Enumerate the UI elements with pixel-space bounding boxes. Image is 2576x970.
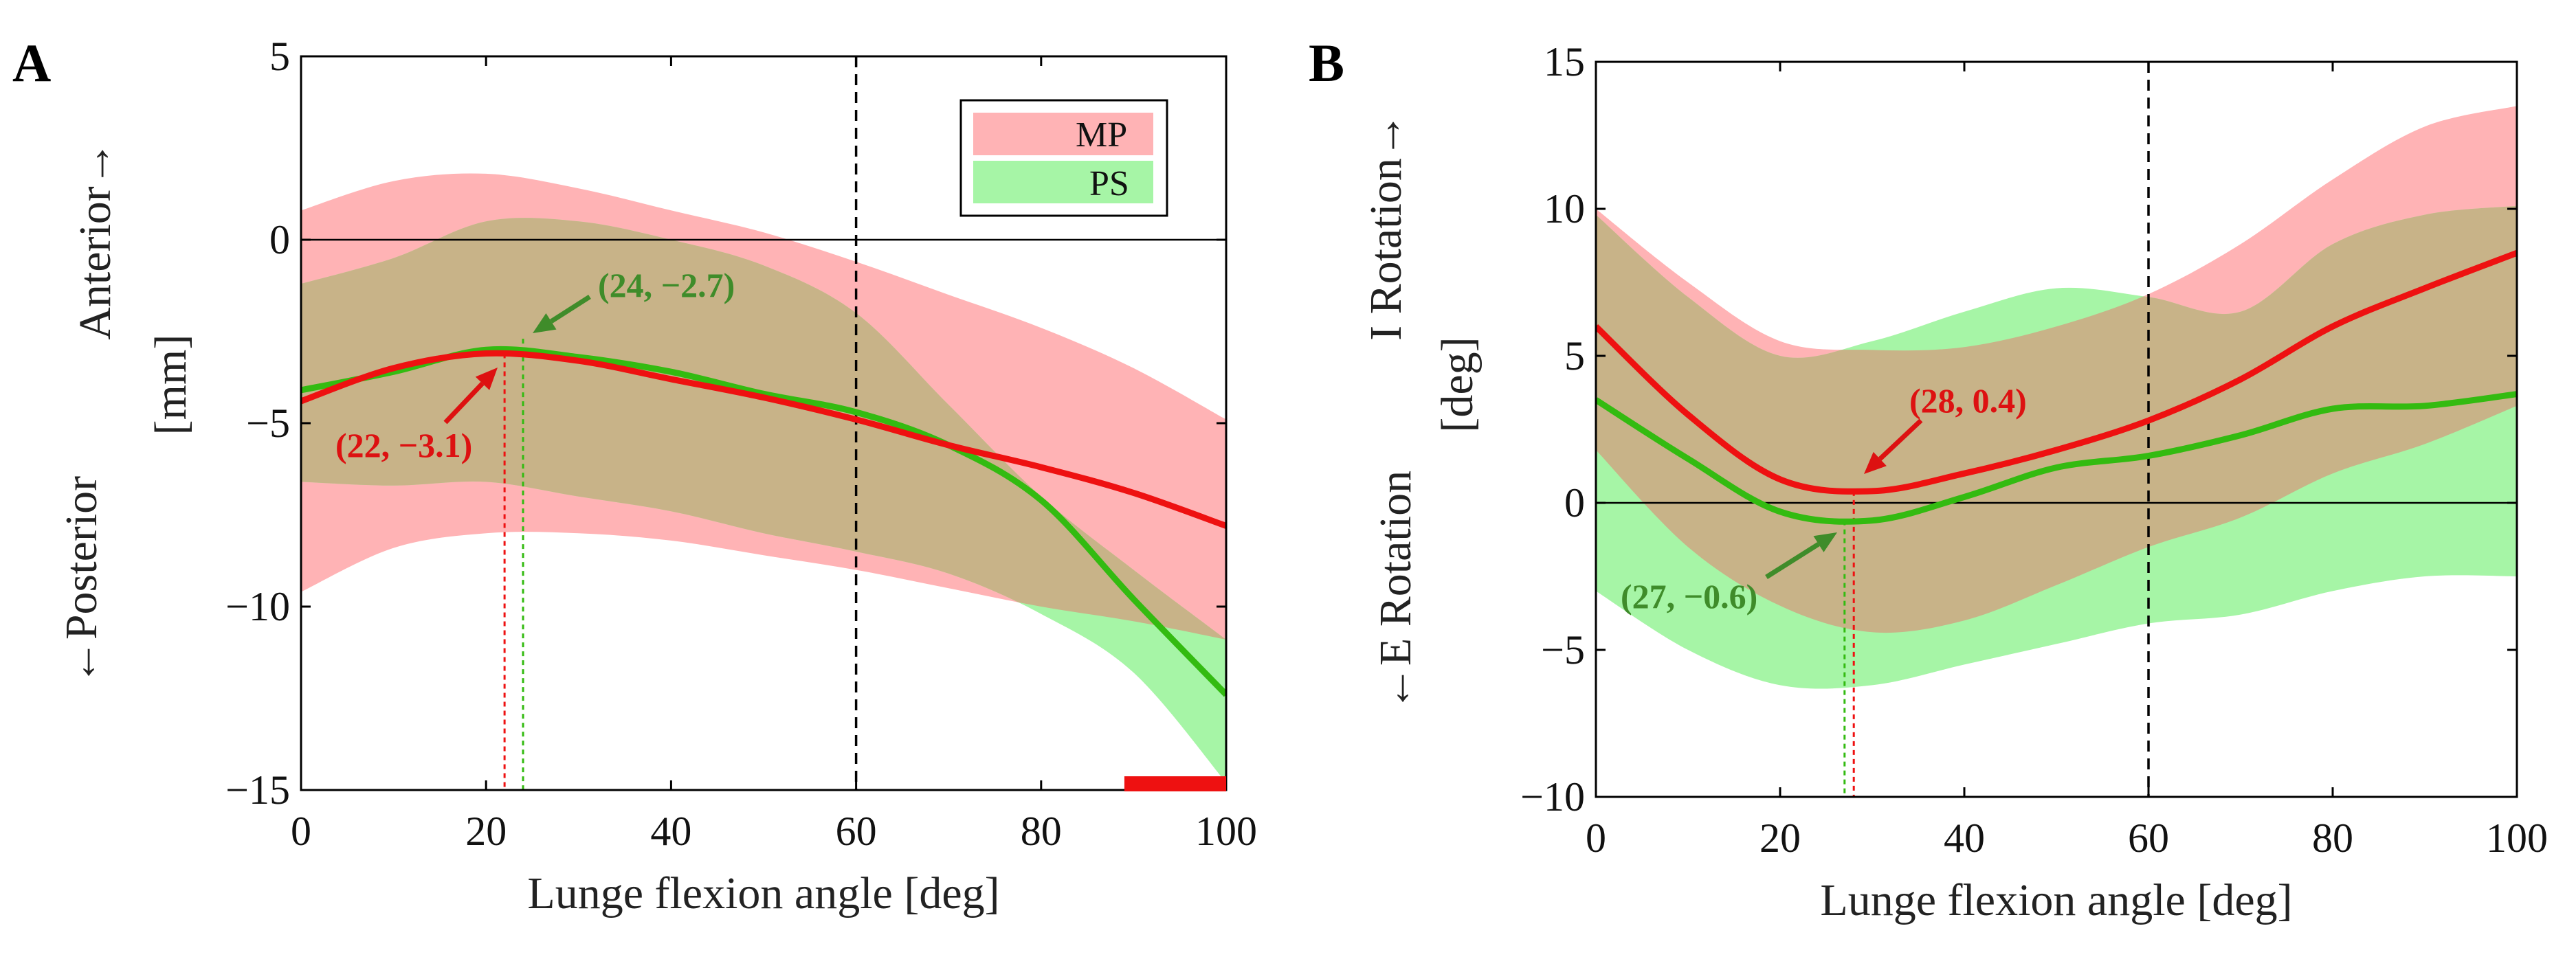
arrow-mp-minimum-b-shaft xyxy=(1878,418,1923,461)
legend: MP PS xyxy=(959,99,1168,217)
panel-b-y-label-unit: [deg] xyxy=(1432,337,1483,432)
panel-a-x-axis-label: Lunge flexion angle [deg] xyxy=(527,868,999,918)
arrow-mp-minimum-shaft xyxy=(443,381,485,425)
band-overlap xyxy=(301,218,1226,640)
panel-a-ticks: 0 20 40 60 80 100 5 0 −5 −10 −15 xyxy=(225,34,1257,854)
y-tick-label: 10 xyxy=(1544,186,1585,232)
legend-swatch-ps xyxy=(973,161,1153,203)
x-tick-label: 40 xyxy=(1944,815,1985,861)
arrow-ps-minimum-b-shaft xyxy=(1765,542,1820,579)
panel-b-axes-frame xyxy=(1595,60,2518,798)
x-tick-label: 80 xyxy=(2312,815,2353,861)
annotation-mp-minimum: (28, 0.4) xyxy=(1909,381,2027,420)
line-mp-mean xyxy=(1596,250,2517,495)
panel-b-ticks: 0 20 40 60 80 100 15 10 5 0 −5 −10 xyxy=(1520,39,2548,861)
x-tick-label: 0 xyxy=(291,809,311,854)
panel-a-y-label-unit: [mm] xyxy=(146,335,196,436)
y-tick-label: −5 xyxy=(246,401,290,446)
arrow-ps-minimum-head xyxy=(533,313,557,333)
panel-b-letter: B xyxy=(1309,33,1344,93)
panel-a-series-lines xyxy=(301,346,1226,697)
arrow-ps-minimum-b-head xyxy=(1813,532,1837,552)
panel-b-y-label-e-rotation: ←E Rotation xyxy=(1370,471,1421,711)
panel-b-x-axis-label: Lunge flexion angle [deg] xyxy=(1820,875,2292,925)
panel-b-annotations: (28, 0.4) (27, −0.6) xyxy=(1621,381,2027,616)
y-tick-label: 0 xyxy=(269,217,290,262)
line-ps-mean xyxy=(1596,391,2517,525)
x-tick-label: 60 xyxy=(2128,815,2169,861)
arrow-ps-minimum-b xyxy=(1765,532,1837,579)
annotation-ps-minimum: (24, −2.7) xyxy=(598,266,735,304)
panel-b-y-label-i-rotation: I Rotation→ xyxy=(1361,113,1411,341)
panel-a-letter: A xyxy=(12,33,51,93)
arrow-mp-minimum-head xyxy=(475,368,498,390)
panel-b: B 0 20 40 60 80 100 15 10 5 0 −5 −10 Lunge flexion … xyxy=(1309,33,2548,925)
annotation-ps-minimum: (27, −0.6) xyxy=(1621,577,1757,616)
significance-bar xyxy=(1124,776,1226,791)
annotation-mp-minimum: (22, −3.1) xyxy=(335,426,472,464)
panel-a-annotations: (24, −2.7) (22, −3.1) xyxy=(335,266,735,464)
y-tick-label: −10 xyxy=(1520,774,1585,820)
y-tick-label: 5 xyxy=(269,34,290,79)
y-tick-label: −15 xyxy=(225,767,290,813)
x-tick-label: 20 xyxy=(465,809,507,854)
panel-a-y-axis-label: ←Posterior Anterior→ [mm] xyxy=(56,141,196,685)
x-tick-label: 60 xyxy=(836,809,877,854)
x-tick-label: 100 xyxy=(2486,815,2548,861)
panel-a-bands xyxy=(301,173,1226,783)
y-tick-label: 0 xyxy=(1564,480,1585,526)
panel-a-y-label-anterior: Anterior→ xyxy=(70,141,120,340)
panel-a-y-label-posterior: ←Posterior xyxy=(56,476,107,685)
x-tick-label: 100 xyxy=(1195,809,1257,854)
panel-a-reference-lines xyxy=(301,56,1226,790)
panel-b-y-axis-label: ←E Rotation I Rotation→ [deg] xyxy=(1361,113,1483,711)
arrow-mp-minimum xyxy=(443,368,498,425)
line-mp-mean xyxy=(301,350,1226,529)
panel-b-reference-lines xyxy=(1596,62,2517,797)
legend-label-mp: MP xyxy=(1076,115,1127,155)
panel-b-series-lines xyxy=(1596,250,2517,525)
panel-a: A 0 20 40 60 80 100 5 0 −5 −10 −15 Lunge flexion a… xyxy=(12,33,1257,918)
y-tick-label: 15 xyxy=(1544,39,1585,84)
arrow-ps-minimum xyxy=(533,295,591,333)
y-tick-label: 5 xyxy=(1564,333,1585,379)
arrow-mp-minimum-b-head xyxy=(1864,451,1887,474)
legend-swatch-mp xyxy=(973,113,1153,155)
arrow-ps-minimum-shaft xyxy=(550,295,591,324)
y-tick-label: −5 xyxy=(1541,627,1585,673)
x-tick-label: 20 xyxy=(1759,815,1801,861)
x-tick-label: 40 xyxy=(650,809,691,854)
y-tick-label: −10 xyxy=(225,584,290,629)
x-tick-label: 0 xyxy=(1586,815,1606,861)
x-tick-label: 80 xyxy=(1021,809,1062,854)
legend-label-ps: PS xyxy=(1089,164,1129,203)
arrow-mp-minimum-b xyxy=(1864,418,1923,474)
